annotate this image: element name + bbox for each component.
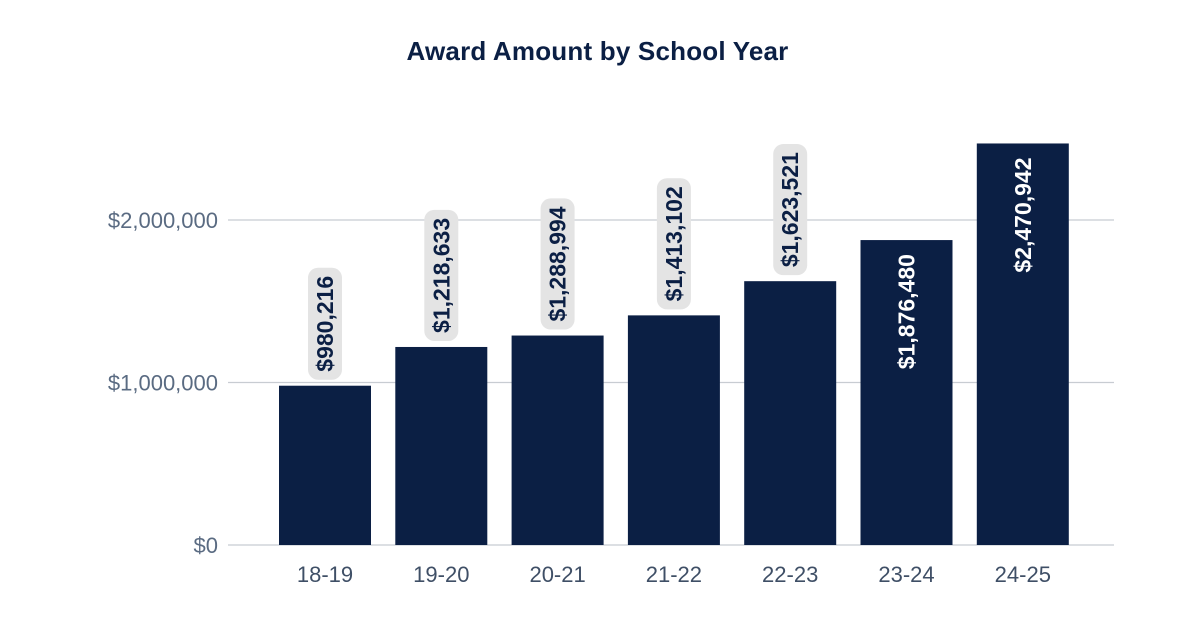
data-label-group: $1,413,102 <box>656 178 691 310</box>
bar <box>744 281 837 545</box>
data-label: $1,218,633 <box>428 218 454 333</box>
x-tick-label: 20-21 <box>529 562 585 587</box>
data-label-background <box>308 267 342 380</box>
bars <box>279 143 1069 545</box>
bar <box>279 385 371 545</box>
data-label-group: $1,288,994 <box>540 198 575 330</box>
chart-title: Award Amount by School Year <box>406 36 789 66</box>
data-label: $1,288,994 <box>545 206 571 321</box>
x-tick-label: 24-25 <box>995 562 1051 587</box>
x-tick-label: 19-20 <box>413 562 469 587</box>
data-label: $2,470,942 <box>1010 157 1036 272</box>
bar <box>395 346 488 545</box>
y-tick-label: $0 <box>194 533 218 558</box>
data-label-group: $2,470,942 <box>1010 157 1036 272</box>
data-labels: $980,216 $1,218,633 $1,288,994 $1,413,102 $1… <box>308 144 1036 380</box>
data-label: $1,623,521 <box>777 152 803 267</box>
data-label-group: $1,876,480 <box>894 254 920 369</box>
x-axis-labels: 18-19 19-20 20-21 21-22 22-23 23-24 24-25 <box>297 562 1051 587</box>
y-axis-ticks: $0 $1,000,000 $2,000,000 <box>108 208 218 558</box>
data-label-background <box>773 144 808 276</box>
y-tick-label: $2,000,000 <box>108 208 218 233</box>
x-tick-label: 23-24 <box>878 562 934 587</box>
data-label: $1,876,480 <box>894 254 920 369</box>
data-label: $1,413,102 <box>661 186 687 301</box>
data-label-group: $980,216 <box>308 267 342 380</box>
bar <box>511 335 604 545</box>
data-label-group: $1,623,521 <box>773 144 808 276</box>
bar <box>627 315 720 545</box>
data-label-background <box>656 178 691 310</box>
x-tick-label: 18-19 <box>297 562 353 587</box>
data-label: $980,216 <box>312 276 338 372</box>
data-label-background <box>424 209 459 341</box>
data-label-group: $1,218,633 <box>424 209 459 341</box>
bar <box>860 240 953 545</box>
bar <box>976 143 1069 545</box>
x-tick-label: 21-22 <box>646 562 702 587</box>
y-tick-label: $1,000,000 <box>108 371 218 396</box>
data-label-background <box>540 198 575 330</box>
x-tick-label: 22-23 <box>762 562 818 587</box>
